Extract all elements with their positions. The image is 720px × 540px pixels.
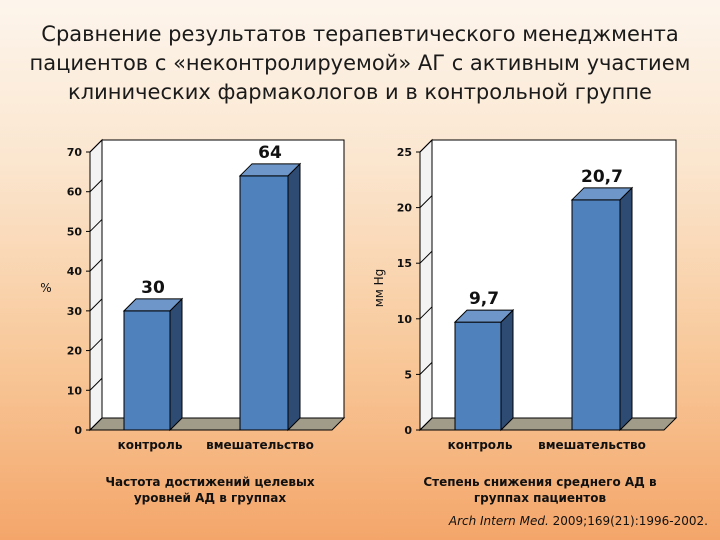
chart-1-ytick-diag	[89, 179, 103, 193]
chart-2-ytick-label: 25	[397, 146, 412, 159]
chart-1-ytick-label: 70	[67, 146, 83, 159]
chart-1-ytick-label: 50	[67, 225, 83, 238]
chart-1-bar-1-value-label: 30	[141, 278, 165, 298]
chart-1-ytick-diag	[89, 338, 103, 351]
chart-2-bar-2-top	[570, 187, 634, 201]
chart-1-bar-2-value-label: 64	[258, 143, 282, 163]
chart-1-caption: Частота достижений целевых уровней АД в …	[105, 475, 315, 505]
chart-2-ytick-label: 5	[404, 368, 412, 381]
source-journal: Arch Intern Med.	[448, 514, 549, 528]
chart-2-ytick-label: 20	[397, 202, 413, 215]
chart-2-ytick-diag	[419, 306, 433, 320]
chart-1-side-wall	[89, 138, 103, 432]
chart-1-category-label: вмешательство	[206, 438, 314, 452]
chart-1-bar-2-front	[239, 175, 289, 431]
chart-2-ytick-label: 0	[404, 424, 412, 437]
chart-1-ytick-diag	[89, 298, 103, 312]
chart-2-ytick-diag	[419, 417, 433, 431]
chart-1-y-axis-label: %	[40, 281, 51, 295]
chart-1-category-label: контроль	[118, 438, 183, 452]
chart-1-bar-2-top	[238, 163, 302, 177]
chart-1-ytick-diag	[89, 139, 103, 153]
chart-2-y-axis-label: мм Hg	[372, 269, 386, 308]
chart-2-category-label: контроль	[448, 438, 513, 452]
chart-2-ytick-diag	[419, 362, 433, 375]
chart-1-ytick-label: 60	[67, 186, 83, 199]
chart-2-ytick-diag	[419, 139, 433, 153]
chart-1-bar-2-side	[287, 162, 301, 432]
chart-1-ytick-label: 20	[67, 345, 83, 358]
source-citation: Arch Intern Med. 2009;169(21):1996-2002.	[449, 514, 708, 528]
source-reference: 2009;169(21):1996-2002.	[552, 514, 708, 528]
chart-2-bar-2-side	[619, 186, 633, 432]
chart-1-ytick-diag	[89, 377, 103, 391]
chart-1-ytick-diag	[89, 417, 103, 431]
chart-2-ytick-label: 10	[397, 313, 413, 326]
chart-1-bar-1-front	[123, 310, 171, 431]
chart-2-ytick-label: 15	[397, 257, 412, 270]
chart-1-ytick-label: 40	[67, 265, 83, 278]
chart-2-bar-1-side	[500, 308, 514, 432]
chart-1-ytick-label: 10	[67, 384, 83, 397]
chart-2-bar-1-front	[454, 321, 502, 431]
chart-2-ytick-diag	[419, 250, 433, 264]
chart-2-bar-1-value-label: 9,7	[469, 289, 499, 309]
chart-1-bar-1-top	[122, 298, 184, 312]
chart-1-ytick-diag	[89, 258, 103, 272]
chart-2-category-label: вмешательство	[538, 438, 646, 452]
slide-title: Сравнение результатов терапевтического м…	[29, 22, 691, 104]
chart-1-ytick-label: 30	[67, 305, 83, 318]
chart-2-caption: Степень снижения среднего АД в группах п…	[423, 475, 657, 505]
chart-1-ytick-diag	[89, 219, 103, 232]
chart-2-bar-2-front	[571, 199, 621, 431]
chart-2-side-wall	[419, 138, 433, 432]
chart-2-ytick-diag	[419, 195, 433, 208]
chart-1-ytick-label: 0	[74, 424, 82, 437]
chart-2-bar-1-top	[453, 309, 515, 323]
chart-2-bar-2-value-label: 20,7	[581, 167, 623, 187]
chart-1-bar-1-side	[169, 297, 183, 432]
